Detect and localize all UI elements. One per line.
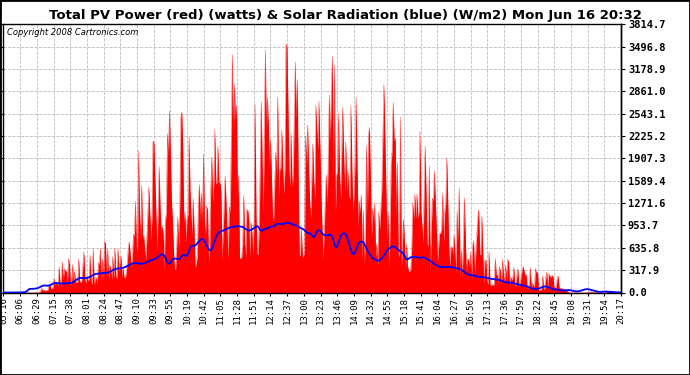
Text: Copyright 2008 Cartronics.com: Copyright 2008 Cartronics.com bbox=[6, 28, 138, 38]
Text: Total PV Power (red) (watts) & Solar Radiation (blue) (W/m2) Mon Jun 16 20:32: Total PV Power (red) (watts) & Solar Rad… bbox=[48, 9, 642, 22]
